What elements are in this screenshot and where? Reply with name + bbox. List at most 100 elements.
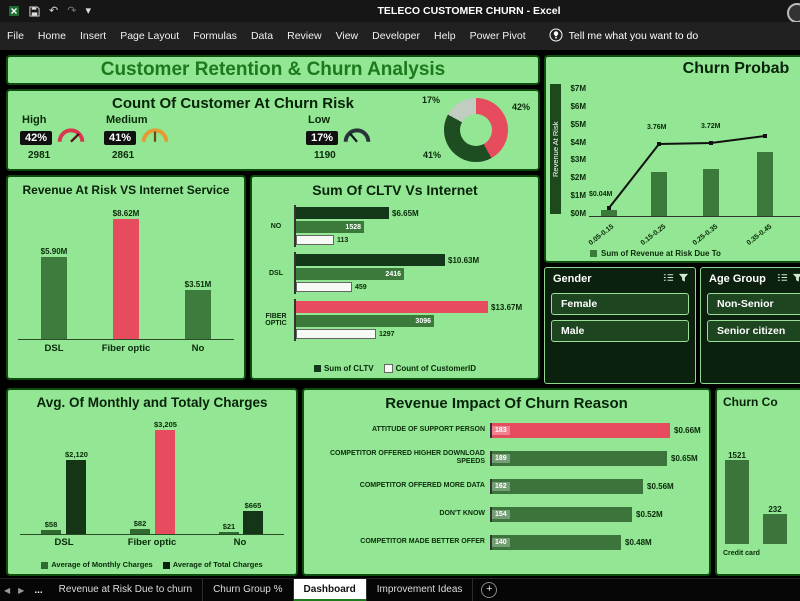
- bar-value-label: $13.67M: [491, 302, 523, 312]
- ribbon-tab-data[interactable]: Data: [250, 30, 274, 42]
- x-label: 0.25-0.35: [691, 223, 720, 247]
- add-sheet-button[interactable]: +: [481, 582, 498, 598]
- redo-icon[interactable]: ↷: [67, 4, 77, 17]
- sheet-tab-churn-group[interactable]: Churn Group %: [203, 579, 294, 601]
- donut-hole: [460, 114, 492, 146]
- x-label: 0.35-0.45: [745, 223, 774, 247]
- bar-value-label: 1521: [728, 451, 746, 460]
- bar-group-dsl: $58 $2,120: [41, 450, 88, 534]
- bar: [601, 210, 617, 216]
- excel-titlebar: ↶ ↷ ▾ TELECO CUSTOMER CHURN - Excel: [0, 0, 800, 23]
- risk-pct-badge: 17%: [306, 131, 339, 145]
- bar-cltv: [296, 207, 389, 219]
- dashboard-title: Customer Retention & Churn Analysis: [100, 59, 446, 80]
- reason-row: COMPETITOR MADE BETTER OFFER 140 $0.48M: [310, 530, 705, 554]
- churn-reason-plot: ATTITUDE OF SUPPORT PERSON 183 $0.66M CO…: [310, 418, 705, 558]
- bar-count: 3096: [296, 315, 434, 327]
- ribbon-tab-view[interactable]: View: [335, 30, 359, 42]
- legend-swatch: [41, 561, 49, 569]
- ribbon-tab-power-pivot[interactable]: Power Pivot: [469, 30, 526, 42]
- slicer-item-senior-citizen[interactable]: Senior citizen: [707, 320, 800, 342]
- bar-value-label: 113: [337, 236, 349, 244]
- sheet-tab-dashboard[interactable]: Dashboard: [293, 579, 367, 601]
- app-icon[interactable]: [8, 5, 20, 17]
- bar: 183: [492, 422, 670, 438]
- bar-group-no: $21 $665: [218, 501, 263, 534]
- bar-count-label: 154: [492, 509, 510, 519]
- churn-risk-panel[interactable]: Count Of Customer At Churn Risk High 42%…: [6, 89, 540, 171]
- bar-value-label: $6.65M: [392, 208, 419, 218]
- x-label: Credit card: [723, 550, 760, 557]
- clear-filter-icon[interactable]: [678, 272, 689, 286]
- cltv-panel[interactable]: Sum Of CLTV Vs Internet NO $6.65M 1528 1…: [250, 175, 540, 380]
- risk-group-low: Low 17% 1190: [306, 114, 398, 161]
- line-series: [607, 134, 767, 210]
- undo-icon[interactable]: ↶: [49, 4, 59, 17]
- ribbon-tab-page-layout[interactable]: Page Layout: [120, 30, 180, 42]
- prev-sheet-icon[interactable]: ◀: [4, 585, 11, 595]
- donut-label-red: 42%: [512, 102, 531, 112]
- age-group-slicer[interactable]: Age Group Non-Senior Senior citizen: [700, 267, 800, 384]
- category-label: DSL: [269, 269, 283, 277]
- churn-count-panel[interactable]: Churn Co 1521 232 Credit card: [715, 388, 800, 576]
- bar-value-label: $8.62M: [112, 209, 140, 218]
- churn-reason-panel[interactable]: Revenue Impact Of Churn Reason ATTITUDE …: [302, 388, 711, 576]
- bar-count-white: [296, 329, 376, 339]
- y-tick: $1M: [570, 191, 586, 201]
- ribbon-tab-home[interactable]: Home: [37, 30, 66, 42]
- bar-value-label: $0.48M: [625, 537, 652, 547]
- bar-count: 2416: [296, 268, 404, 280]
- legend-label: Average of Monthly Charges: [51, 560, 153, 569]
- y-tick: $0M: [570, 208, 586, 218]
- category-label: FIBER OPTIC: [265, 313, 287, 327]
- next-sheet-icon[interactable]: ▶: [18, 585, 25, 595]
- bar-count-label: 183: [492, 425, 510, 435]
- bar: 162: [492, 478, 643, 494]
- churn-probability-panel[interactable]: Churn Probab Revenue At Risk $7M $6M $5M…: [544, 55, 800, 263]
- ribbon-tab-formulas[interactable]: Formulas: [193, 30, 237, 42]
- slicer-item-male[interactable]: Male: [551, 320, 689, 342]
- bar-count-white: [296, 282, 352, 292]
- reason-row: DON'T KNOW 154 $0.52M: [310, 502, 705, 526]
- sheet-tab-revenue-at-risk[interactable]: Revenue at Risk Due to churn: [49, 579, 204, 601]
- sheet-tab-improvement-ideas[interactable]: Improvement Ideas: [367, 579, 474, 601]
- cltv-row-fiber: FIBER OPTIC $13.67M 3096 1297: [258, 299, 534, 341]
- legend-item: Average of Total Charges: [162, 560, 263, 569]
- sheet-scroll-ellipsis[interactable]: ...: [34, 584, 43, 596]
- tell-me-search[interactable]: Tell me what you want to do: [549, 28, 698, 45]
- reason-label: DON'T KNOW: [439, 509, 485, 517]
- ribbon-tab-help[interactable]: Help: [434, 30, 456, 42]
- risk-level-label: Low: [308, 114, 330, 126]
- bar: [113, 219, 139, 339]
- charges-panel[interactable]: Avg. Of Monthly and Totaly Charges $58 $…: [6, 388, 298, 576]
- slicer-item-female[interactable]: Female: [551, 293, 689, 315]
- account-avatar[interactable]: [787, 3, 800, 23]
- save-icon[interactable]: [29, 5, 40, 17]
- revenue-risk-plot: $5.90M $8.62M $3.51M: [18, 209, 234, 340]
- cltv-row-no: NO $6.65M 1528 113: [258, 205, 534, 247]
- charges-legend: Average of Monthly Charges Average of To…: [8, 560, 296, 569]
- ribbon-tab-insert[interactable]: Insert: [79, 30, 107, 42]
- ribbon-tab-file[interactable]: File: [7, 30, 24, 42]
- quick-access-dropdown-icon[interactable]: ▾: [85, 4, 91, 17]
- clear-filter-icon[interactable]: [792, 272, 800, 286]
- legend-swatch: [313, 365, 321, 373]
- cltv-row-dsl: DSL $10.63M 2416 459: [258, 252, 534, 294]
- x-label: DSL: [44, 343, 64, 354]
- y-tick: $7M: [570, 84, 586, 93]
- ribbon-tab-review[interactable]: Review: [287, 30, 322, 42]
- revenue-risk-panel[interactable]: Revenue At Risk VS Internet Service $5.9…: [6, 175, 246, 380]
- multi-select-icon[interactable]: [663, 272, 674, 286]
- slicer-item-non-senior[interactable]: Non-Senior: [707, 293, 800, 315]
- gender-slicer[interactable]: Gender Female Male: [544, 267, 696, 384]
- bar-group-no: $3.51M: [184, 280, 212, 339]
- bar-value-label: $5.90M: [40, 247, 68, 256]
- risk-count: 2981: [28, 150, 51, 161]
- multi-select-icon[interactable]: [777, 272, 788, 286]
- point-label: 3.76M: [647, 124, 667, 131]
- ribbon-tab-developer[interactable]: Developer: [372, 30, 421, 42]
- x-axis-labels: DSL Fiber optic No: [20, 537, 284, 548]
- churn-risk-donut-chart: 17% 42% 41%: [422, 95, 530, 162]
- bar-value-label: $3.51M: [184, 280, 212, 289]
- x-label: 0.05-0.15: [587, 223, 616, 247]
